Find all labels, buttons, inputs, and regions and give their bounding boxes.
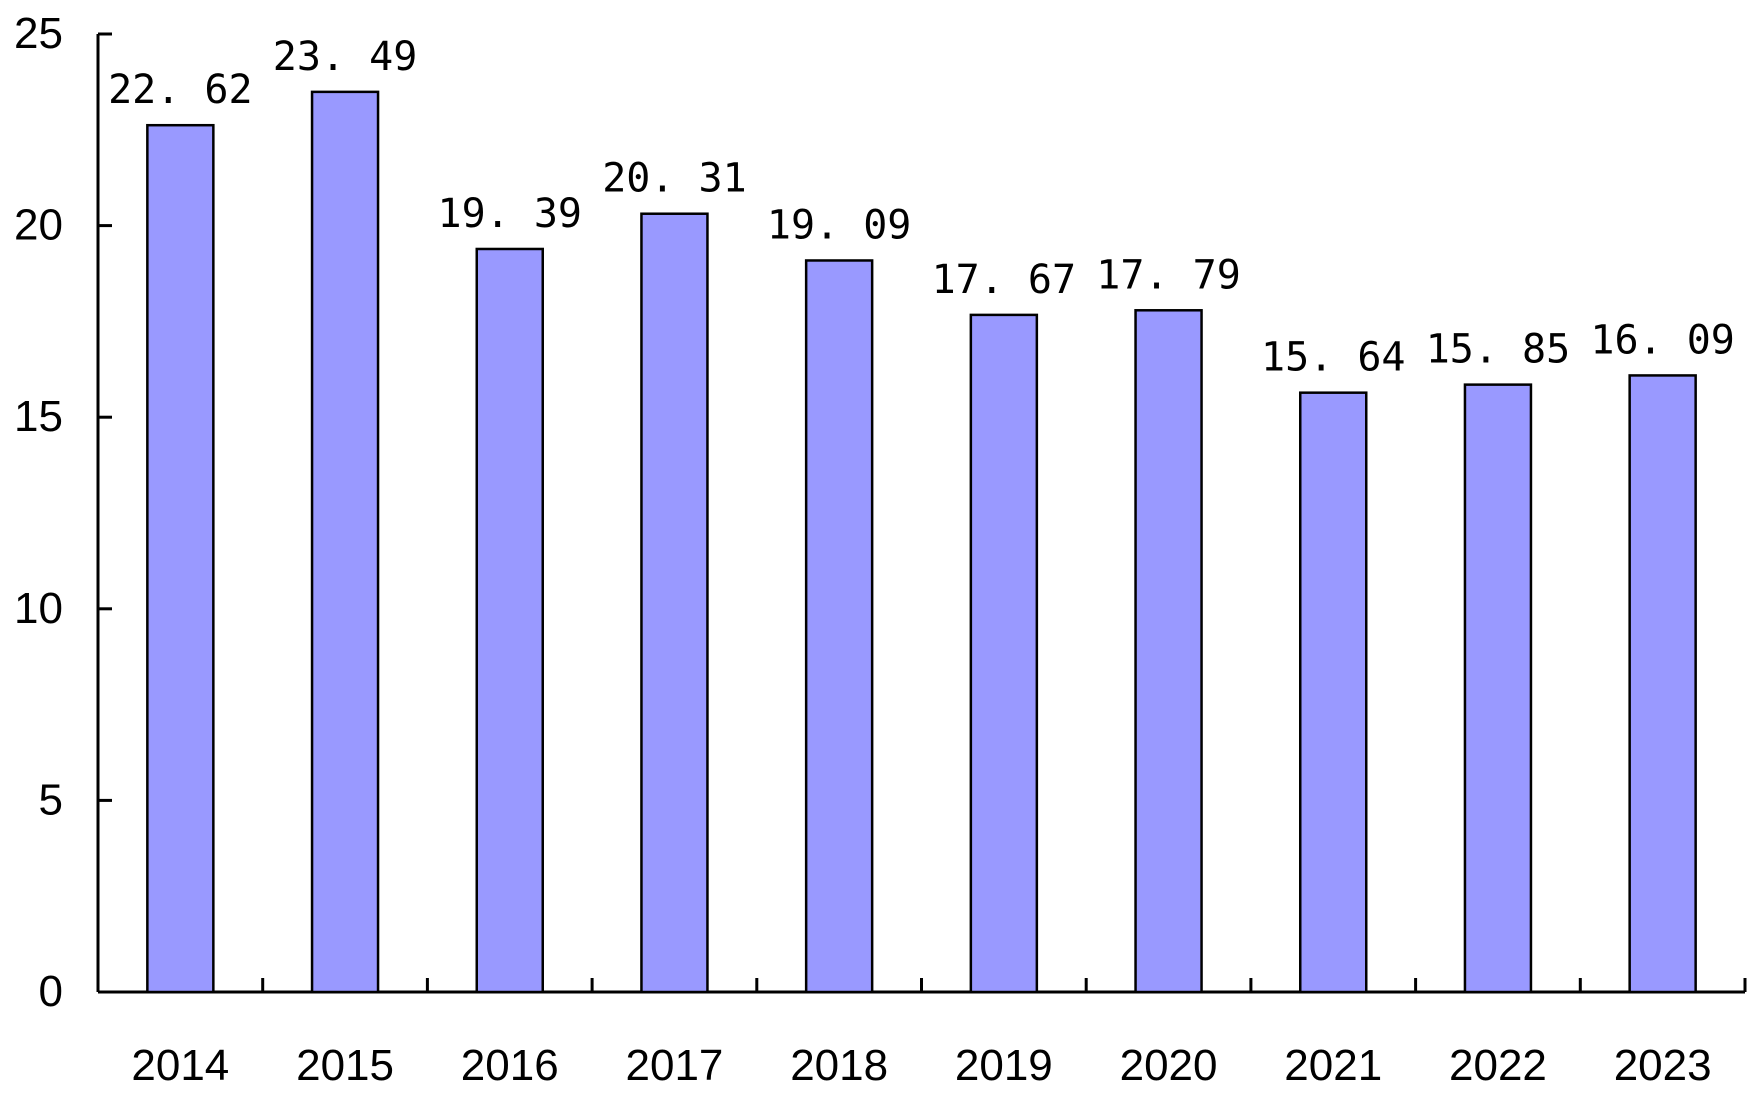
y-axis: 0 5 10 15 20 25 (14, 9, 112, 1016)
x-tick-label: 2014 (131, 1041, 229, 1090)
y-tick-label: 15 (14, 392, 63, 441)
bars (146, 90, 1697, 994)
data-label: 15. 85 (1426, 327, 1571, 373)
y-tick-label: 25 (14, 9, 63, 58)
x-tick-label: 2019 (955, 1041, 1053, 1090)
x-tick-label: 2017 (626, 1041, 724, 1090)
x-axis: 2014 2015 2016 2017 2018 2019 2020 2021 2022 2023 (98, 978, 1747, 1090)
x-tick-label: 2015 (296, 1041, 394, 1090)
x-tick-label: 2021 (1284, 1041, 1382, 1090)
x-tick-label: 2018 (790, 1041, 888, 1090)
bar-2020 (1134, 309, 1203, 994)
y-tick-label: 10 (14, 584, 63, 633)
bar-2018 (804, 259, 874, 994)
x-tick-label: 2016 (461, 1041, 559, 1090)
data-label: 17. 79 (1096, 252, 1241, 298)
bar-2015 (310, 90, 380, 994)
bar-2021 (1299, 391, 1368, 994)
x-tick-label: 2020 (1120, 1041, 1218, 1090)
bar-2017 (640, 212, 709, 994)
data-label: 23. 49 (273, 34, 418, 80)
data-label: 17. 67 (932, 257, 1077, 303)
bar-2022 (1463, 383, 1533, 994)
data-label: 15. 64 (1261, 335, 1406, 381)
data-label: 19. 39 (438, 191, 583, 237)
data-labels: 22. 62 23. 49 19. 39 20. 31 19. 09 17. 67 17. … (108, 34, 1735, 381)
bar-2014 (146, 123, 215, 994)
y-tick-label: 20 (14, 201, 63, 250)
x-tick-label: 2022 (1449, 1041, 1547, 1090)
bar-2019 (969, 313, 1039, 994)
bar-2023 (1628, 374, 1697, 994)
data-label: 19. 09 (767, 202, 912, 248)
bar-2016 (475, 247, 544, 994)
y-tick-label: 0 (39, 967, 63, 1016)
data-label: 16. 09 (1590, 317, 1735, 363)
x-tick-label: 2023 (1614, 1041, 1712, 1090)
y-tick-label: 5 (39, 775, 63, 824)
data-label: 22. 62 (108, 67, 253, 113)
data-label: 20. 31 (602, 156, 747, 202)
